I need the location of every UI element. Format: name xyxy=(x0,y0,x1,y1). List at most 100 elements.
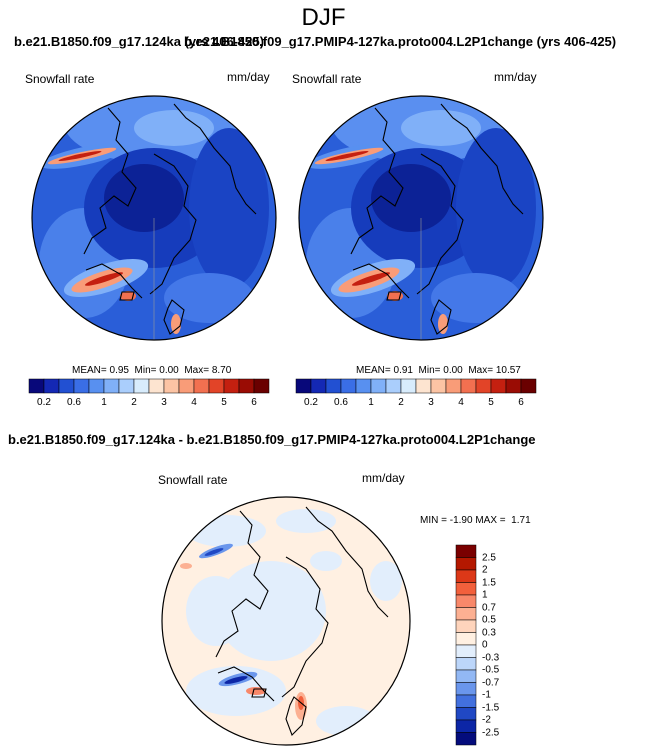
panel1-colorbar-tick-label: 4 xyxy=(191,397,197,408)
panel2-colorbar xyxy=(295,378,537,394)
panel1-max-value: 8.70 xyxy=(211,365,232,376)
panel3-colorbar-tick-label: 0 xyxy=(482,639,488,651)
panel1-colorbar-box xyxy=(223,378,240,394)
panel3-colorbar-tick-label: -0.5 xyxy=(482,664,500,676)
panel2-colorbar-box xyxy=(475,378,492,394)
panel1-stats: MEAN= 0.95 Min= 0.00 Max= 8.70 xyxy=(72,365,231,376)
panel1-colorbar-box xyxy=(88,378,105,394)
panel2-units-label: mm/day xyxy=(494,70,537,84)
panel2-colorbar-box xyxy=(490,378,507,394)
panel1-colorbar-tick-label: 1 xyxy=(101,397,107,408)
panel2-title: b.e21.B1850.f09_g17.PMIP4-127ka.proto004… xyxy=(184,34,617,49)
panel3-colorbar-tick-label: -2.5 xyxy=(482,727,500,738)
panel1-colorbar-box xyxy=(133,378,150,394)
panel3-colorbar-box xyxy=(455,694,477,708)
panel3-colorbar-box xyxy=(455,607,477,621)
panel2-stats: MEAN= 0.91 Min= 0.00 Max= 10.57 xyxy=(356,365,521,376)
panel3-colorbar-tick-label: 0.5 xyxy=(482,614,496,626)
panel2-colorbar-box xyxy=(310,378,327,394)
panel3-colorbar-box xyxy=(455,594,477,608)
panel1-colorbar-tick-label: 0.6 xyxy=(67,397,81,408)
panel1-colorbar-box xyxy=(103,378,120,394)
panel2-variable-label: Snowfall rate xyxy=(292,72,362,86)
panel2-colorbar-tick-label: 0.6 xyxy=(334,397,348,408)
panel2-colorbar-box xyxy=(325,378,342,394)
panel2-colorbar-box xyxy=(370,378,387,394)
panel2-colorbar-tick-label: 2 xyxy=(398,397,404,408)
panel1-max-label: Max= xyxy=(184,365,210,376)
panel1-colorbar-box xyxy=(178,378,195,394)
panel3-max-value: 1.71 xyxy=(511,515,531,526)
panel2-colorbar-box xyxy=(340,378,357,394)
panel1-variable-label: Snowfall rate xyxy=(25,72,95,86)
panel3-colorbar-tick-label: -2 xyxy=(482,714,491,726)
panel2-colorbar-box xyxy=(400,378,417,394)
panel3-min-value: -1.90 xyxy=(449,515,473,526)
panel3-colorbar-box xyxy=(455,669,477,683)
panel2-polar-map xyxy=(298,95,544,341)
panel2-colorbar-box xyxy=(295,378,312,394)
panel3-colorbar-box xyxy=(455,619,477,633)
panel3-units-label: mm/day xyxy=(362,471,405,485)
panel1-min-value: 0.00 xyxy=(159,365,179,376)
panel1-colorbar-box xyxy=(253,378,270,394)
panel2-colorbar-tick-label: 1 xyxy=(368,397,374,408)
panel3-colorbar-box xyxy=(455,557,477,571)
panel3-colorbar-tick-label: 2 xyxy=(482,564,488,576)
panel3-colorbar-box xyxy=(455,719,477,733)
panel3-colorbar-box xyxy=(455,644,477,658)
panel2-colorbar-box xyxy=(355,378,372,394)
panel3-polar-map xyxy=(161,496,411,746)
panel2-min-value: 0.00 xyxy=(443,365,463,376)
panel1-colorbar-box xyxy=(118,378,135,394)
panel2-colorbar-tick-label: 3 xyxy=(428,397,434,408)
panel3-colorbar-box xyxy=(455,657,477,671)
panel3-colorbar-box xyxy=(455,569,477,583)
panel1-colorbar-tick-label: 5 xyxy=(221,397,227,408)
panel1-colorbar-box xyxy=(28,378,45,394)
panel1-colorbar-tick-label: 6 xyxy=(251,397,257,408)
panel1-colorbar-box xyxy=(208,378,225,394)
panel2-colorbar-box xyxy=(520,378,537,394)
figure-season-title: DJF xyxy=(301,4,346,31)
panel1-colorbar xyxy=(28,378,270,394)
panel1-colorbar-box xyxy=(43,378,60,394)
panel2-colorbar-box xyxy=(460,378,477,394)
panel2-colorbar-box xyxy=(505,378,522,394)
panel1-mean-value: 0.95 xyxy=(109,365,129,376)
panel2-colorbar-box xyxy=(415,378,432,394)
panel3-colorbar-tick-label: 0.3 xyxy=(482,627,496,638)
panel2-colorbar-box xyxy=(430,378,447,394)
panel2-colorbar-box xyxy=(445,378,462,394)
panel3-colorbar-tick-label: 1.5 xyxy=(482,577,496,588)
panel3-colorbar-ticks: 2.5 2 1.5 1 0.7 0.5 0.3 0 -0.3 -0.5 -0.7 -1 -1.5 -2 -2… xyxy=(482,545,522,745)
panel1-title: b.e21.B1850.f09_g17.124ka (yrs 406-425) xyxy=(14,34,265,49)
panel1-colorbar-tick-label: 0.2 xyxy=(37,397,51,408)
panel1-colorbar-box xyxy=(148,378,165,394)
panel2-colorbar-box xyxy=(385,378,402,394)
panel1-min-label: Min= xyxy=(134,365,157,376)
panel2-max-value: 10.57 xyxy=(495,365,521,376)
panel3-colorbar-tick-label: 0.7 xyxy=(482,602,496,613)
panel1-colorbar-tick-label: 2 xyxy=(131,397,137,408)
panel1-colorbar-box xyxy=(163,378,180,394)
panel3-colorbar-tick-label: -0.3 xyxy=(482,652,500,663)
panel2-max-label: Max= xyxy=(468,365,494,376)
panel2-colorbar-tick-label: 4 xyxy=(458,397,464,408)
panel1-colorbar-box xyxy=(238,378,255,394)
panel2-mean-label: MEAN= xyxy=(356,365,391,376)
panel1-colorbar-ticks: 0.2 0.6 1 2 3 4 5 6 xyxy=(29,397,269,411)
panel2-colorbar-tick-label: 5 xyxy=(488,397,494,408)
panel1-mean-label: MEAN= xyxy=(72,365,107,376)
panel1-units-label: mm/day xyxy=(227,70,270,84)
panel3-colorbar-box xyxy=(455,707,477,721)
panel1-colorbar-box xyxy=(73,378,90,394)
panel3-colorbar-tick-label: -1.5 xyxy=(482,702,500,713)
panel3-colorbar-box xyxy=(455,682,477,696)
panel3-variable-label: Snowfall rate xyxy=(158,473,228,487)
panel1-colorbar-box xyxy=(58,378,75,394)
panel3-colorbar-box xyxy=(455,632,477,646)
panel1-colorbar-box xyxy=(193,378,210,394)
panel3-stats: MIN = -1.90 MAX = 1.71 xyxy=(420,515,531,526)
panel3-colorbar-tick-label: 2.5 xyxy=(482,552,496,563)
